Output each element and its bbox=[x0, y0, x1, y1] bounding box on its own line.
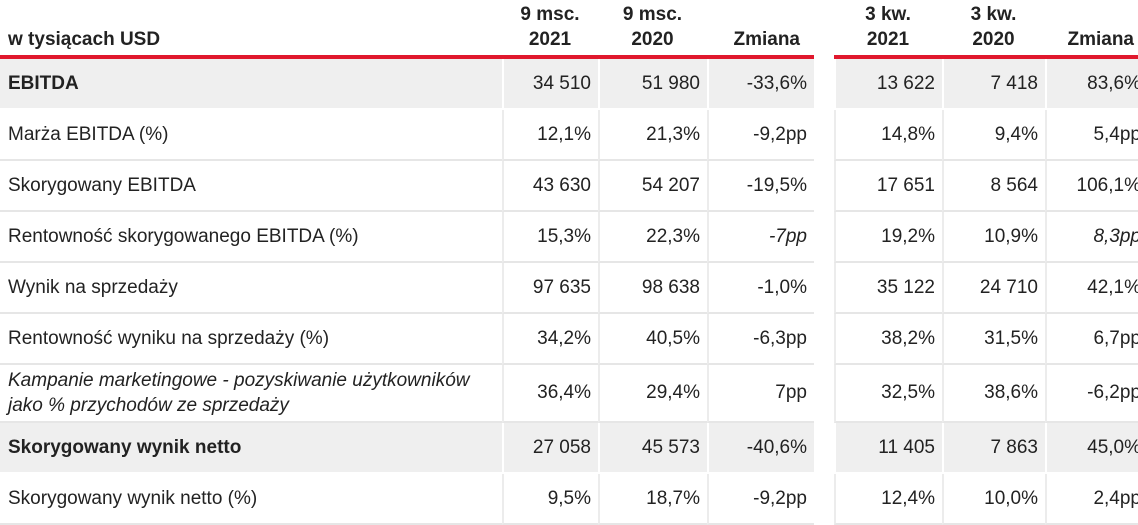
cell-9m-change: -40,6% bbox=[707, 423, 814, 474]
table-row-adjusted-net-result: Skorygowany wynik netto 27 058 45 573 -4… bbox=[0, 423, 1138, 474]
row-label: EBITDA bbox=[0, 59, 502, 110]
table-row-marketing-campaigns: Kampanie marketingowe - pozyskiwanie uży… bbox=[0, 365, 1138, 423]
cell-9m-change: -33,6% bbox=[707, 59, 814, 110]
cell-q3-2020: 7 863 bbox=[942, 423, 1045, 474]
cell-q3-2021: 38,2% bbox=[834, 314, 942, 365]
col-header-q3-change: Zmiana bbox=[1045, 0, 1138, 59]
table-header-row: w tysiącach USD 9 msc. 2021 9 msc. 2020 Zm… bbox=[0, 0, 1138, 59]
cell-q3-2021: 13 622 bbox=[834, 59, 942, 110]
cell-9m-change: -6,3pp bbox=[707, 314, 814, 365]
cell-9m-2020: 51 980 bbox=[598, 59, 707, 110]
cell-q3-change: 83,6% bbox=[1045, 59, 1138, 110]
cell-9m-2020: 54 207 bbox=[598, 161, 707, 212]
column-gap bbox=[814, 474, 834, 525]
col-header-9m-2020: 9 msc. 2020 bbox=[598, 0, 707, 59]
column-gap bbox=[814, 161, 834, 212]
cell-9m-2021: 34,2% bbox=[502, 314, 598, 365]
cell-q3-2020: 31,5% bbox=[942, 314, 1045, 365]
table-row-ebitda: EBITDA 34 510 51 980 -33,6% 13 622 7 418… bbox=[0, 59, 1138, 110]
table-row-adjusted-net-result-pct: Skorygowany wynik netto (%) 9,5% 18,7% -… bbox=[0, 474, 1138, 525]
cell-9m-2021: 9,5% bbox=[502, 474, 598, 525]
row-label: Skorygowany wynik netto (%) bbox=[0, 474, 502, 525]
col-header-q3-2020: 3 kw. 2020 bbox=[942, 0, 1045, 59]
cell-9m-change: -19,5% bbox=[707, 161, 814, 212]
cell-q3-change: 5,4pp bbox=[1045, 110, 1138, 161]
row-label: Wynik na sprzedaży bbox=[0, 263, 502, 314]
row-label: Rentowność wyniku na sprzedaży (%) bbox=[0, 314, 502, 365]
column-gap bbox=[814, 423, 834, 474]
cell-q3-2020: 7 418 bbox=[942, 59, 1045, 110]
cell-q3-2021: 35 122 bbox=[834, 263, 942, 314]
cell-9m-change: -1,0% bbox=[707, 263, 814, 314]
col-header-q3-2021: 3 kw. 2021 bbox=[834, 0, 942, 59]
table-row-adjusted-ebitda-margin: Rentowność skorygowanego EBITDA (%) 15,3… bbox=[0, 212, 1138, 263]
cell-q3-change: 6,7pp bbox=[1045, 314, 1138, 365]
column-gap bbox=[814, 212, 834, 263]
column-gap bbox=[814, 59, 834, 110]
cell-9m-change: -7pp bbox=[707, 212, 814, 263]
cell-9m-2020: 22,3% bbox=[598, 212, 707, 263]
cell-q3-2020: 8 564 bbox=[942, 161, 1045, 212]
cell-q3-change: 45,0% bbox=[1045, 423, 1138, 474]
cell-q3-2021: 19,2% bbox=[834, 212, 942, 263]
cell-9m-2021: 97 635 bbox=[502, 263, 598, 314]
cell-9m-2020: 45 573 bbox=[598, 423, 707, 474]
cell-q3-2020: 10,9% bbox=[942, 212, 1045, 263]
cell-9m-change: -9,2pp bbox=[707, 110, 814, 161]
column-gap bbox=[814, 365, 834, 423]
cell-q3-2021: 14,8% bbox=[834, 110, 942, 161]
cell-q3-2020: 10,0% bbox=[942, 474, 1045, 525]
cell-9m-2021: 34 510 bbox=[502, 59, 598, 110]
column-gap bbox=[814, 0, 834, 59]
row-label: Rentowność skorygowanego EBITDA (%) bbox=[0, 212, 502, 263]
cell-q3-2021: 17 651 bbox=[834, 161, 942, 212]
row-label: Kampanie marketingowe - pozyskiwanie uży… bbox=[0, 365, 502, 423]
row-label: Skorygowany EBITDA bbox=[0, 161, 502, 212]
cell-q3-change: 42,1% bbox=[1045, 263, 1138, 314]
row-label: Marża EBITDA (%) bbox=[0, 110, 502, 161]
cell-q3-2020: 9,4% bbox=[942, 110, 1045, 161]
cell-9m-2020: 29,4% bbox=[598, 365, 707, 423]
cell-q3-change: 8,3pp bbox=[1045, 212, 1138, 263]
cell-q3-2020: 38,6% bbox=[942, 365, 1045, 423]
column-gap bbox=[814, 110, 834, 161]
financial-table-container: w tysiącach USD 9 msc. 2021 9 msc. 2020 Zm… bbox=[0, 4, 1138, 525]
col-header-9m-2021: 9 msc. 2021 bbox=[502, 0, 598, 59]
cell-q3-2021: 11 405 bbox=[834, 423, 942, 474]
table-row-sales-result: Wynik na sprzedaży 97 635 98 638 -1,0% 3… bbox=[0, 263, 1138, 314]
cell-q3-change: -6,2pp bbox=[1045, 365, 1138, 423]
unit-header: w tysiącach USD bbox=[0, 0, 502, 59]
table-row-sales-result-margin: Rentowność wyniku na sprzedaży (%) 34,2%… bbox=[0, 314, 1138, 365]
cell-q3-change: 106,1% bbox=[1045, 161, 1138, 212]
cell-q3-2020: 24 710 bbox=[942, 263, 1045, 314]
cell-9m-2021: 15,3% bbox=[502, 212, 598, 263]
col-header-9m-change: Zmiana bbox=[707, 0, 814, 59]
column-gap bbox=[814, 314, 834, 365]
cell-9m-change: 7pp bbox=[707, 365, 814, 423]
cell-9m-2021: 12,1% bbox=[502, 110, 598, 161]
cell-9m-2020: 18,7% bbox=[598, 474, 707, 525]
column-gap bbox=[814, 263, 834, 314]
row-label: Skorygowany wynik netto bbox=[0, 423, 502, 474]
cell-9m-2021: 43 630 bbox=[502, 161, 598, 212]
cell-9m-2020: 98 638 bbox=[598, 263, 707, 314]
table-row-adjusted-ebitda: Skorygowany EBITDA 43 630 54 207 -19,5% … bbox=[0, 161, 1138, 212]
cell-9m-2020: 21,3% bbox=[598, 110, 707, 161]
cell-9m-2021: 36,4% bbox=[502, 365, 598, 423]
cell-9m-2021: 27 058 bbox=[502, 423, 598, 474]
cell-9m-2020: 40,5% bbox=[598, 314, 707, 365]
table-row-ebitda-margin: Marża EBITDA (%) 12,1% 21,3% -9,2pp 14,8… bbox=[0, 110, 1138, 161]
cell-q3-2021: 32,5% bbox=[834, 365, 942, 423]
cell-q3-change: 2,4pp bbox=[1045, 474, 1138, 525]
cell-9m-change: -9,2pp bbox=[707, 474, 814, 525]
cell-q3-2021: 12,4% bbox=[834, 474, 942, 525]
